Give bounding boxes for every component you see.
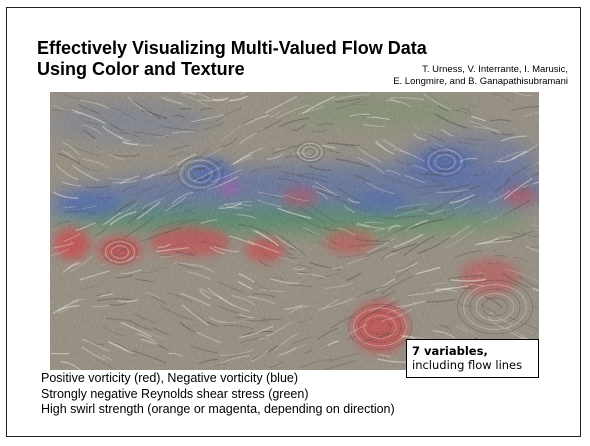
variables-callout: 7 variables, including flow lines [406,339,539,378]
callout-subtitle: including flow lines [412,358,523,372]
author-list: T. Urness, V. Interrante, I. Marusic, E.… [393,64,568,87]
authors-line-1: T. Urness, V. Interrante, I. Marusic, [422,64,568,75]
caption-vorticity: Positive vorticity (red), Negative vorti… [41,371,299,385]
caption-swirl-strength: High swirl strength (orange or magenta, … [41,402,395,416]
authors-line-2: E. Longmire, and B. Ganapathisubramani [393,75,568,87]
slide-title: Effectively Visualizing Multi-Valued Flo… [37,38,427,80]
flow-visualization-image [50,92,539,370]
caption-shear-stress: Strongly negative Reynolds shear stress … [41,386,309,401]
slide: Effectively Visualizing Multi-Valued Flo… [6,7,581,437]
title-line-1: Effectively Visualizing Multi-Valued Flo… [37,38,427,58]
caption-list: Positive vorticity (red), Negative vorti… [41,371,395,418]
callout-title: 7 variables, [412,344,488,358]
title-line-2: Using Color and Texture [37,59,245,79]
